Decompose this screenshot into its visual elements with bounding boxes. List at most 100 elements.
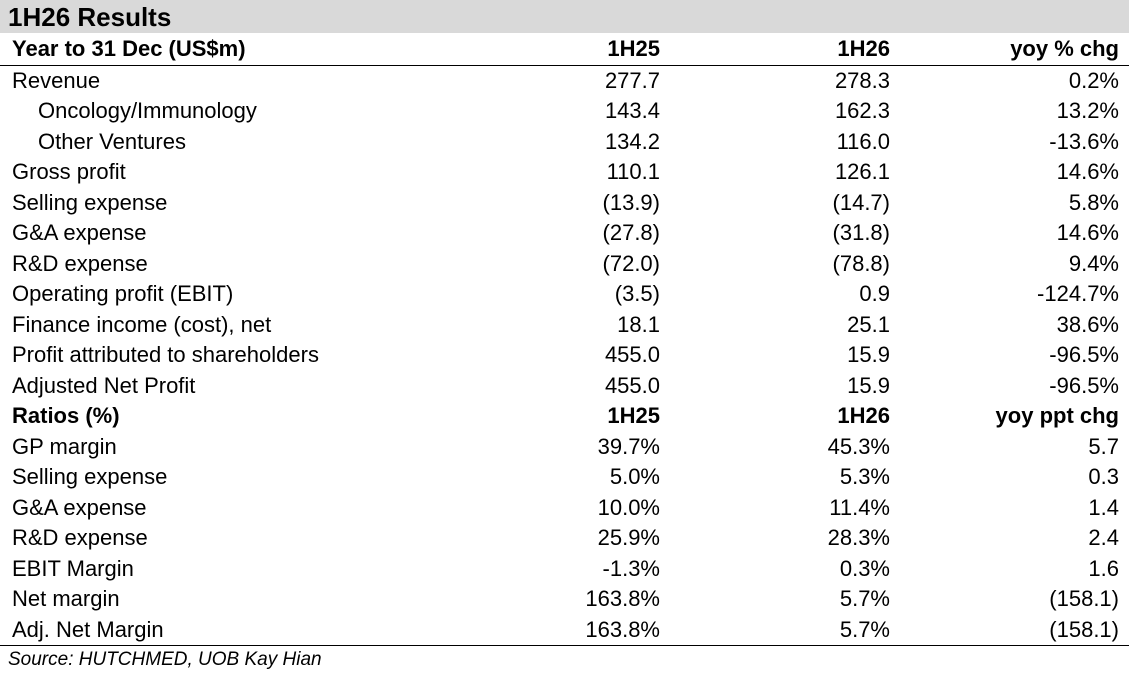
row-value-yoy: 5.8% xyxy=(1068,189,1119,215)
table-row: R&D expense 25.9% 28.3% 2.4 xyxy=(0,523,1129,554)
row-value-1h25: (72.0) xyxy=(602,250,660,276)
row-value-yoy: -124.7% xyxy=(1037,281,1119,307)
row-value-1h25: 455.0 xyxy=(604,342,660,368)
row-label: Adj. Net Margin xyxy=(0,614,430,646)
table-row: Adjusted Net Profit 455.0 15.9 -96.5% xyxy=(0,371,1129,402)
row-value-1h25: 39.7% xyxy=(597,433,660,459)
row-value-1h26: 15.9 xyxy=(847,372,890,398)
row-value-yoy: 14.6% xyxy=(1056,220,1119,246)
row-value-1h25: 143.4 xyxy=(604,98,660,124)
row-label: Oncology/Immunology xyxy=(38,98,257,124)
table-row: G&A expense 10.0% 11.4% 1.4 xyxy=(0,493,1129,524)
row-value-1h26: (14.7) xyxy=(832,189,890,215)
row-value-1h26: 5.7% xyxy=(660,614,890,646)
row-value-1h26: 25.1 xyxy=(847,311,890,337)
table-row: GP margin 39.7% 45.3% 5.7 xyxy=(0,432,1129,463)
row-value-yoy: (158.1) xyxy=(1049,586,1119,612)
row-value-1h25: 455.0 xyxy=(604,372,660,398)
table-title: 1H26 Results xyxy=(8,2,172,32)
table-row: Gross profit 110.1 126.1 14.6% xyxy=(0,157,1129,188)
row-value-1h25: 25.9% xyxy=(597,525,660,551)
row-value-1h26: (78.8) xyxy=(832,250,890,276)
row-value-1h25: (27.8) xyxy=(602,220,660,246)
row-value-1h26: 162.3 xyxy=(834,98,890,124)
row-label: R&D expense xyxy=(12,250,148,276)
row-value-yoy: -96.5% xyxy=(1049,372,1119,398)
row-value-1h25: 277.7 xyxy=(604,67,660,93)
row-value-1h25: (13.9) xyxy=(602,189,660,215)
row-value-1h26: 0.9 xyxy=(859,281,890,307)
header-col-1h26: 1H26 xyxy=(660,34,890,66)
row-value-yoy: 9.4% xyxy=(1068,250,1119,276)
row-label: GP margin xyxy=(12,433,117,459)
table-row: R&D expense (72.0) (78.8) 9.4% xyxy=(0,249,1129,280)
row-value-1h26: 11.4% xyxy=(829,494,890,520)
row-label: Selling expense xyxy=(12,464,168,490)
table-row: Net margin 163.8% 5.7% (158.1) xyxy=(0,584,1129,615)
ratios-header-col-1h25: 1H25 xyxy=(607,403,660,429)
table-row: Adj. Net Margin 163.8% 5.7% (158.1) xyxy=(0,614,1129,646)
source-note: Source: HUTCHMED, UOB Kay Hian xyxy=(8,649,322,670)
row-label: G&A expense xyxy=(12,220,147,246)
row-value-1h25: (3.5) xyxy=(614,281,660,307)
table-row: Finance income (cost), net 18.1 25.1 38.… xyxy=(0,310,1129,341)
header-row: Year to 31 Dec (US$m) 1H25 1H26 yoy % ch… xyxy=(0,34,1129,66)
row-value-1h25: 18.1 xyxy=(617,311,660,337)
row-value-yoy: 38.6% xyxy=(1056,311,1119,337)
row-value-1h25: 163.8% xyxy=(585,586,660,612)
table-row: Operating profit (EBIT) (3.5) 0.9 -124.7… xyxy=(0,279,1129,310)
row-label: Finance income (cost), net xyxy=(12,311,272,337)
row-value-1h26: 5.3% xyxy=(839,464,890,490)
table-row: Oncology/Immunology 143.4 162.3 13.2% xyxy=(0,96,1129,127)
row-label: Net margin xyxy=(12,586,120,612)
table-row: Other Ventures 134.2 116.0 -13.6% xyxy=(0,127,1129,158)
ratios-header-col-1h26: 1H26 xyxy=(837,403,890,429)
row-value-yoy: 5.7 xyxy=(1088,433,1119,459)
table-row: Profit attributed to shareholders 455.0 … xyxy=(0,340,1129,371)
row-value-1h26: 45.3% xyxy=(827,433,890,459)
row-label: EBIT Margin xyxy=(12,555,134,581)
row-value-1h26: 0.3% xyxy=(839,555,890,581)
row-label: Gross profit xyxy=(12,159,126,185)
row-label: G&A expense xyxy=(12,494,147,520)
row-label: Operating profit (EBIT) xyxy=(12,281,234,307)
results-table: Year to 31 Dec (US$m) 1H25 1H26 yoy % ch… xyxy=(0,34,1129,646)
row-value-1h26: 116.0 xyxy=(836,128,890,154)
row-value-yoy: 1.6 xyxy=(1088,555,1119,581)
row-value-1h25: 134.2 xyxy=(604,128,660,154)
row-value-1h26: 5.7% xyxy=(839,586,890,612)
row-value-yoy: 0.3 xyxy=(1088,464,1119,490)
row-label: R&D expense xyxy=(12,525,148,551)
row-label: Other Ventures xyxy=(38,128,186,154)
ratios-header-col-yoy: yoy ppt chg xyxy=(995,403,1119,429)
row-value-1h26: 28.3% xyxy=(827,525,890,551)
row-label: Revenue xyxy=(12,67,101,93)
header-label: Year to 31 Dec (US$m) xyxy=(0,34,430,66)
row-value-1h25: 110.1 xyxy=(606,159,660,185)
row-value-1h25: -1.3% xyxy=(602,555,660,581)
header-col-1h25: 1H25 xyxy=(430,34,660,66)
row-value-1h26: (31.8) xyxy=(832,220,890,246)
row-value-1h25: 10.0% xyxy=(597,494,660,520)
row-value-yoy: 0.2% xyxy=(1068,67,1119,93)
row-value-yoy: 2.4 xyxy=(1088,525,1119,551)
row-label: Selling expense xyxy=(12,189,168,215)
row-value-yoy: -96.5% xyxy=(1049,342,1119,368)
row-value-yoy: 14.6% xyxy=(1056,159,1119,185)
ratios-header-row: Ratios (%) 1H25 1H26 yoy ppt chg xyxy=(0,401,1129,432)
table-row: Revenue 277.7 278.3 0.2% xyxy=(0,65,1129,96)
row-value-1h25: 163.8% xyxy=(430,614,660,646)
row-value-1h26: 126.1 xyxy=(834,159,890,185)
row-value-1h26: 278.3 xyxy=(834,67,890,93)
row-value-yoy: 1.4 xyxy=(1088,494,1119,520)
row-label: Profit attributed to shareholders xyxy=(12,342,319,368)
row-value-1h26: 15.9 xyxy=(847,342,890,368)
table-row: Selling expense 5.0% 5.3% 0.3 xyxy=(0,462,1129,493)
ratios-header-label: Ratios (%) xyxy=(12,403,120,429)
header-col-yoy: yoy % chg xyxy=(890,34,1129,66)
table-row: EBIT Margin -1.3% 0.3% 1.6 xyxy=(0,554,1129,585)
table-row: G&A expense (27.8) (31.8) 14.6% xyxy=(0,218,1129,249)
row-value-yoy: -13.6% xyxy=(1049,128,1119,154)
row-value-yoy: 13.2% xyxy=(1056,98,1119,124)
table-row: Selling expense (13.9) (14.7) 5.8% xyxy=(0,188,1129,219)
